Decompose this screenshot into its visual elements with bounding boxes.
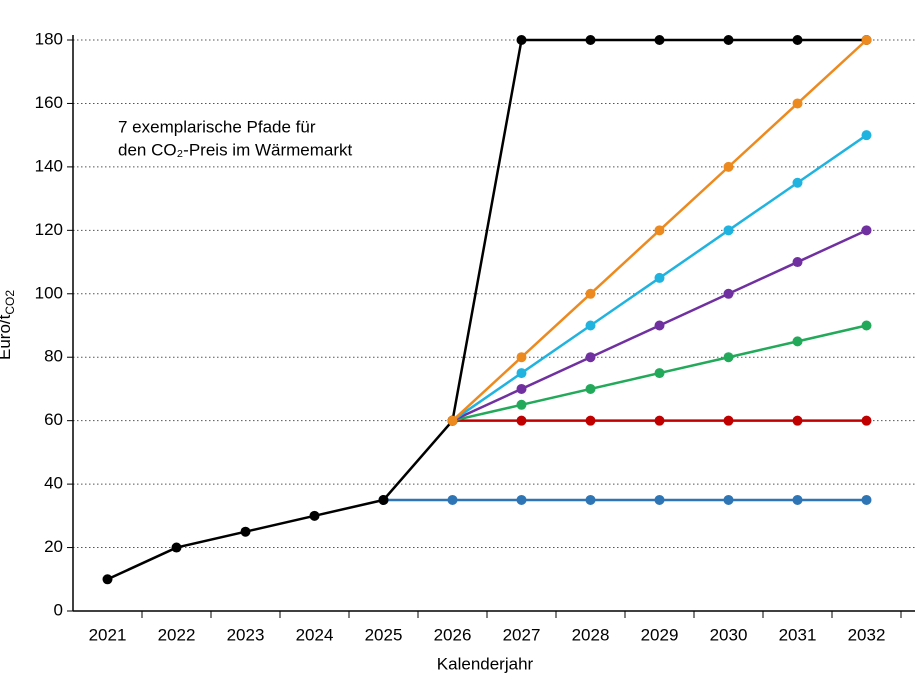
series-point — [171, 542, 182, 553]
y-tick-label: 80 — [44, 347, 63, 366]
series-point — [792, 336, 803, 347]
annotation: 7 exemplarische Pfade für — [118, 117, 316, 136]
series-point — [723, 35, 734, 45]
series-point — [861, 130, 872, 141]
series-point — [861, 225, 872, 236]
series-point — [516, 383, 527, 394]
series-point — [861, 415, 872, 426]
x-tick-label: 2022 — [158, 625, 196, 644]
y-axis-title-main: Euro/t — [0, 314, 14, 360]
series-point — [792, 257, 803, 268]
series-point — [516, 352, 527, 363]
series-point — [585, 320, 596, 331]
series-point — [654, 320, 665, 331]
y-tick-label: 160 — [35, 93, 63, 112]
x-tick-label: 2024 — [296, 625, 334, 644]
series-point — [654, 415, 665, 426]
series-point — [792, 415, 803, 426]
x-tick-label: 2032 — [848, 625, 886, 644]
series-point — [723, 494, 734, 505]
y-axis-title-sub: CO2 — [3, 290, 17, 315]
y-tick-label: 20 — [44, 537, 63, 556]
x-tick-label: 2031 — [779, 625, 817, 644]
series-point — [654, 225, 665, 236]
series-point — [447, 415, 458, 426]
series-point — [654, 494, 665, 505]
x-tick-label: 2025 — [365, 625, 403, 644]
y-tick-label: 0 — [54, 600, 63, 619]
series-point — [723, 415, 734, 426]
series-point — [723, 161, 734, 172]
annotation: den CO₂-Preis im Wärmemarkt — [118, 140, 353, 159]
series-point — [240, 526, 251, 537]
series-point — [792, 177, 803, 188]
series-point — [516, 494, 527, 505]
series-point — [585, 35, 596, 45]
y-tick-label: 40 — [44, 474, 63, 493]
y-tick-label: 120 — [35, 220, 63, 239]
series-point — [585, 352, 596, 363]
x-tick-label: 2021 — [89, 625, 127, 644]
series-point — [516, 399, 527, 410]
series-point — [378, 494, 389, 505]
series-point — [723, 288, 734, 299]
x-tick-label: 2026 — [434, 625, 472, 644]
x-tick-label: 2027 — [503, 625, 541, 644]
y-tick-label: 60 — [44, 410, 63, 429]
series-point — [309, 510, 320, 521]
series-point — [861, 320, 872, 331]
x-tick-label: 2029 — [641, 625, 679, 644]
series-point — [585, 288, 596, 299]
x-tick-label: 2030 — [710, 625, 748, 644]
series-point — [792, 494, 803, 505]
series-point — [792, 98, 803, 109]
x-tick-label: 2023 — [227, 625, 265, 644]
series-point — [654, 272, 665, 283]
series-point — [654, 35, 665, 45]
y-axis-title: Euro/tCO2 — [0, 290, 17, 360]
series-point — [792, 35, 803, 45]
series-point — [585, 415, 596, 426]
series-point — [861, 35, 872, 45]
x-tick-label: 2028 — [572, 625, 610, 644]
series-point — [516, 368, 527, 379]
x-axis-title: Kalenderjahr — [437, 654, 534, 673]
series-line — [106, 38, 867, 581]
series-point — [516, 35, 527, 45]
series-point — [861, 494, 872, 505]
series-point — [723, 352, 734, 363]
series-point — [585, 383, 596, 394]
series-point — [447, 494, 458, 505]
series-point — [654, 368, 665, 379]
y-tick-label: 140 — [35, 156, 63, 175]
series-point — [516, 415, 527, 426]
series-point — [102, 574, 113, 585]
series-point — [723, 225, 734, 236]
y-tick-label: 180 — [35, 29, 63, 48]
y-tick-label: 100 — [35, 283, 63, 302]
series-point — [585, 494, 596, 505]
